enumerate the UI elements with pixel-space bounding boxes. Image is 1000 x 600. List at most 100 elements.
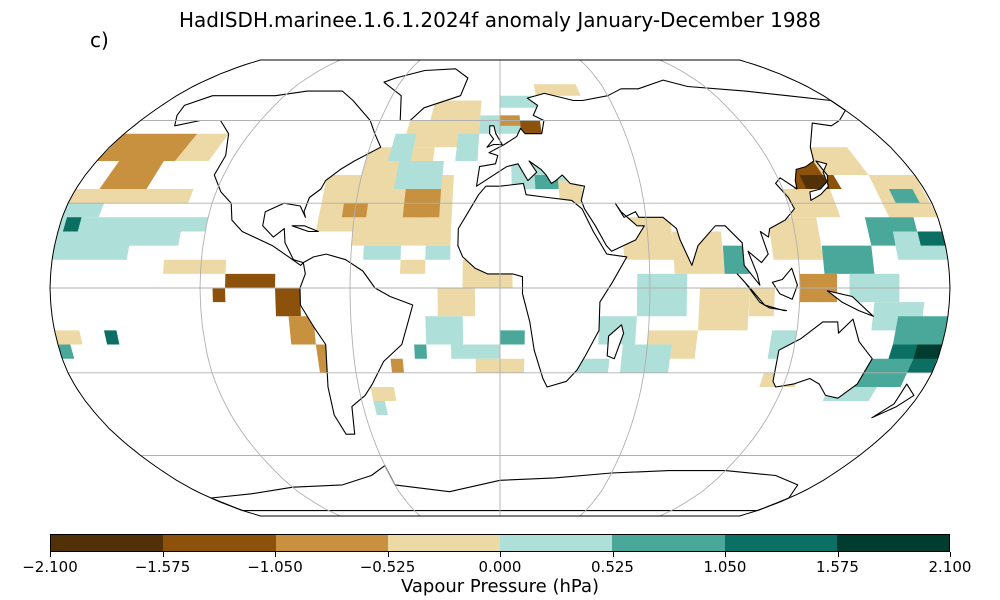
- anomaly-cell: [370, 387, 397, 401]
- anomaly-cell: [821, 245, 875, 274]
- anomaly-cell: [212, 288, 226, 303]
- meridian-gridline: [659, 59, 801, 517]
- colorbar-segment: [500, 535, 613, 551]
- colorbar-tick: 1.575: [798, 552, 878, 576]
- colorbar-tick-label: 0.000: [478, 558, 522, 576]
- coastline: [826, 290, 874, 317]
- colorbar-segment: [612, 535, 725, 551]
- colorbar-tick: 0.525: [573, 552, 653, 576]
- anomaly-cell: [450, 344, 500, 359]
- anomaly-cell: [500, 330, 525, 345]
- coastline: [736, 273, 766, 306]
- meridian-gridline: [199, 59, 341, 517]
- colorbar-segment: [836, 535, 949, 551]
- anomaly-cell: [892, 316, 948, 345]
- colorbar-tick-label: −0.525: [359, 558, 416, 576]
- map-outline: [49, 59, 951, 517]
- colorbar-segment: [163, 535, 276, 551]
- anomaly-cell: [799, 175, 830, 189]
- coastline: [772, 318, 873, 399]
- anomaly-cell: [363, 245, 401, 260]
- anomaly-cell: [104, 330, 120, 345]
- colorbar-tick: −2.100: [10, 552, 90, 576]
- coastline: [383, 68, 469, 122]
- anomaly-cell: [393, 161, 444, 189]
- colorbar-tick: −0.525: [348, 552, 428, 576]
- coastline: [174, 90, 382, 266]
- anomaly-cell: [414, 344, 427, 359]
- chart-title: HadISDH.marinee.1.6.1.2024f anomaly Janu…: [178, 8, 822, 32]
- anomaly-cell: [917, 231, 946, 246]
- anomaly-cell: [52, 231, 132, 260]
- coastline: [210, 465, 799, 512]
- anomaly-cell: [163, 259, 227, 274]
- colorbar-tick: −1.050: [235, 552, 315, 576]
- anomaly-cell: [425, 245, 451, 260]
- anomaly-cell: [520, 120, 542, 134]
- coastline: [871, 383, 915, 419]
- anomaly-cell: [288, 316, 316, 345]
- colorbar-tick: −1.575: [123, 552, 203, 576]
- anomaly-cell: [225, 273, 276, 288]
- colorbar-tick: 2.100: [910, 552, 990, 576]
- colorbar-label: Vapour Pressure (hPa): [400, 576, 600, 597]
- anomaly-cell: [58, 344, 75, 359]
- anomaly-cell: [128, 231, 181, 246]
- anomaly-cell: [62, 203, 104, 218]
- anomaly-cell: [62, 217, 82, 232]
- anomaly-grid-cells: [52, 84, 948, 415]
- anomaly-cell: [913, 344, 942, 359]
- colorbar-tick-label: 1.575: [816, 558, 859, 576]
- anomaly-cell: [96, 133, 198, 161]
- panel-label: c): [90, 28, 109, 52]
- anomaly-cell: [414, 203, 428, 218]
- colorbar-tick-label: −1.575: [134, 558, 191, 576]
- meridian-gridline: [349, 59, 421, 517]
- colorbar-tick: 0.000: [460, 552, 540, 576]
- anomaly-cell: [390, 358, 404, 373]
- colorbar: [50, 534, 950, 552]
- colorbar-segment: [51, 535, 164, 551]
- anomaly-cell: [455, 133, 480, 161]
- anomaly-cell: [533, 84, 581, 96]
- anomaly-cell: [99, 161, 164, 189]
- anomaly-cell: [698, 288, 750, 331]
- anomaly-cell: [388, 133, 417, 161]
- anomaly-cell: [275, 288, 301, 317]
- colorbar-tick-label: −2.100: [22, 558, 78, 576]
- anomaly-cell: [803, 147, 869, 175]
- anomaly-cell: [558, 180, 584, 204]
- anomaly-cell: [437, 288, 476, 317]
- coastline: [475, 79, 846, 286]
- coastline: [809, 160, 830, 201]
- anomaly-cell: [58, 217, 209, 232]
- colorbar-segment: [724, 535, 837, 551]
- anomaly-cell: [888, 189, 920, 204]
- meridian-gridline: [579, 59, 651, 517]
- anomaly-cell: [373, 401, 388, 415]
- anomaly-cell: [400, 259, 426, 274]
- coastline: [771, 267, 798, 300]
- anomaly-cell: [351, 231, 451, 246]
- colorbar-tick: 1.050: [685, 552, 765, 576]
- colorbar-tick-label: −1.050: [247, 558, 303, 576]
- anomaly-cell: [430, 100, 482, 121]
- colorbar-tick-label: 1.050: [703, 558, 747, 576]
- anomaly-cell: [636, 273, 688, 317]
- gridlines: [50, 59, 950, 517]
- anomaly-cell: [68, 189, 194, 204]
- colorbar-segment: [387, 535, 500, 551]
- coastline: [763, 304, 788, 312]
- coastline: [291, 225, 319, 233]
- anomaly-cell: [425, 316, 464, 345]
- world-map: [49, 59, 951, 517]
- coastline: [299, 253, 414, 435]
- colorbar-tick-label: 0.525: [591, 558, 634, 576]
- coastline: [486, 125, 503, 148]
- colorbar-ticks: −2.100 −1.575 −1.050 −0.525 0.000 0.525 1.050 1…: [22, 552, 971, 582]
- anomaly-cell: [54, 330, 83, 345]
- colorbar-segment: [275, 535, 388, 551]
- coastline: [606, 324, 625, 360]
- anomaly-cell: [175, 133, 229, 161]
- colorbar-tick-label: 2.100: [928, 558, 972, 576]
